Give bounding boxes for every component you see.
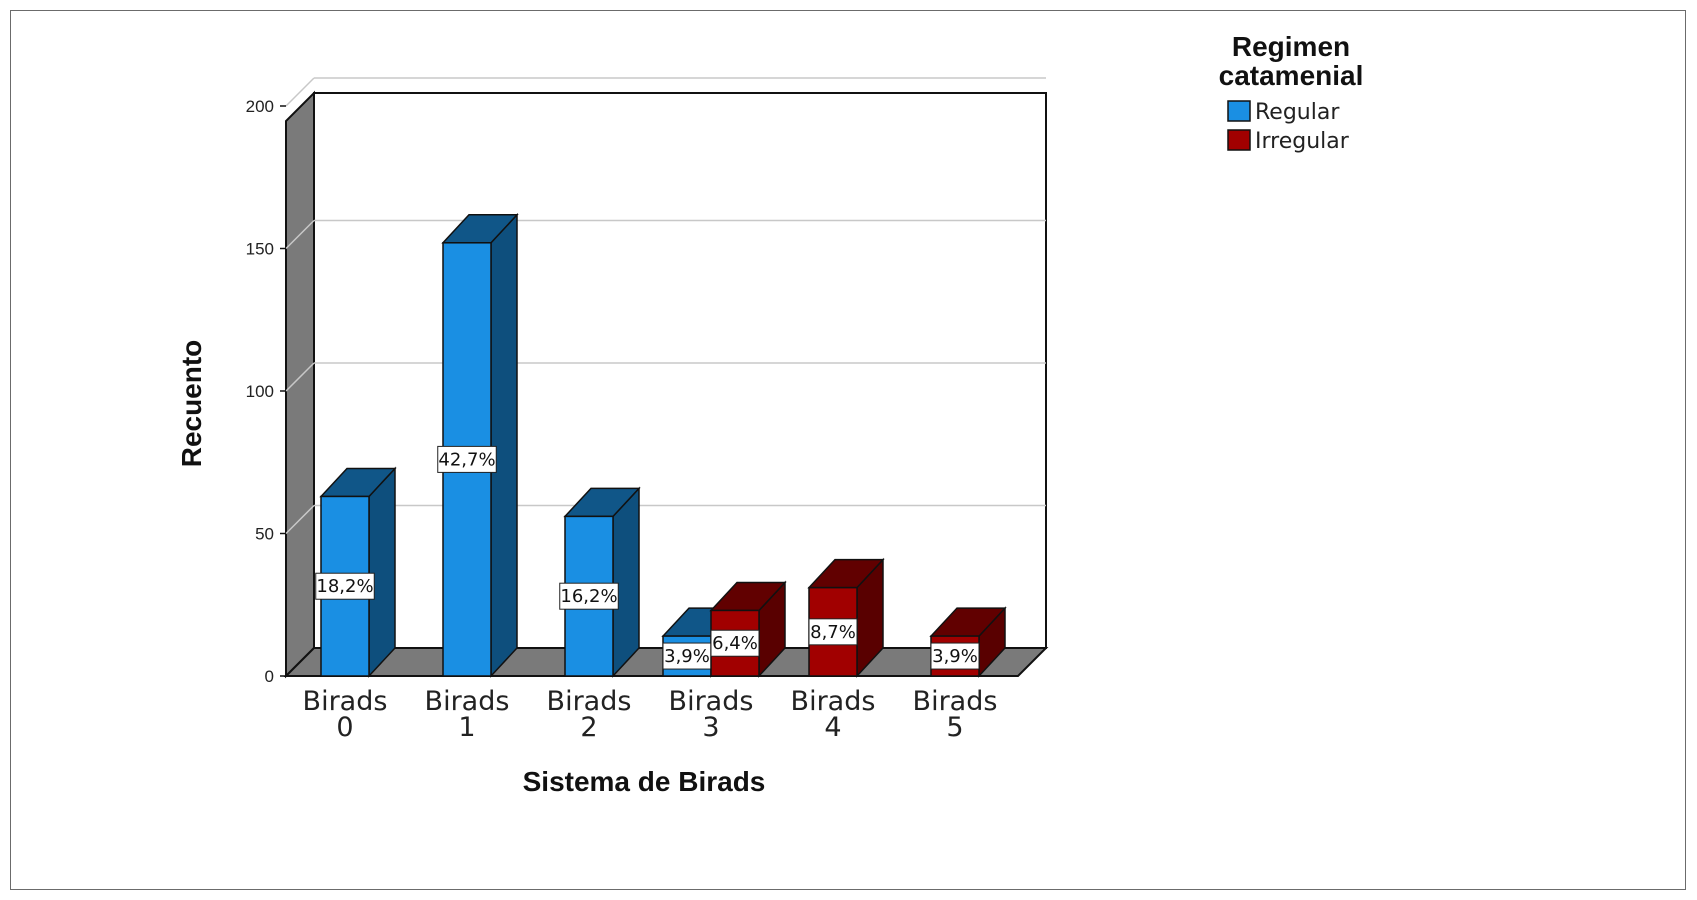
x-axis-title: Sistema de Birads	[523, 766, 766, 797]
axes: 050100150200Birads0Birads1Birads2Birads3…	[176, 97, 997, 797]
data-label: 16,2%	[560, 586, 617, 607]
legend-label-regular: Regular	[1255, 100, 1340, 125]
data-label-box	[930, 642, 980, 670]
gridline-wall	[285, 219, 315, 250]
gridlines	[285, 77, 1046, 535]
x-tick-label: Birads	[913, 686, 998, 717]
x-tick-label: 0	[336, 712, 353, 743]
y-tick-label: 50	[255, 525, 274, 544]
bar-side-regular	[490, 212, 518, 678]
data-label-box	[559, 582, 619, 610]
legend-title: Regimen	[1232, 31, 1350, 62]
data-label-box	[710, 629, 760, 657]
legend-swatch-irregular	[1227, 129, 1251, 151]
legend-swatch-regular	[1227, 100, 1251, 122]
y-tick-label: 100	[246, 382, 274, 401]
data-label-box	[315, 572, 375, 600]
data-label-box	[808, 618, 858, 646]
x-tick-label: Birads	[669, 686, 754, 717]
x-tick-label: Birads	[791, 686, 876, 717]
data-label: 8,7%	[810, 622, 856, 643]
y-tick-label: 150	[246, 240, 274, 259]
x-tick-label: 2	[580, 712, 597, 743]
bar-side-regular	[368, 466, 396, 678]
x-tick-label: 4	[824, 712, 841, 743]
data-label: 18,2%	[316, 576, 373, 597]
gridline-wall	[285, 77, 315, 107]
x-tick-label: 3	[702, 712, 719, 743]
gridline-wall	[285, 504, 315, 535]
x-tick-label: Birads	[547, 686, 632, 717]
y-tick-label: 0	[265, 667, 274, 686]
gridline-wall	[285, 362, 315, 392]
data-label: 3,9%	[932, 646, 978, 667]
data-label: 42,7%	[438, 449, 495, 470]
x-tick-label: Birads	[425, 686, 510, 717]
data-label: 6,4%	[712, 633, 758, 654]
back-wall	[313, 92, 1047, 649]
data-label: 3,9%	[664, 646, 710, 667]
x-tick-label: Birads	[303, 686, 388, 717]
bar-side-regular	[612, 486, 640, 678]
y-tick-label: 200	[246, 97, 274, 116]
chart-frame: 18,2% 42,7% 16,2% 3,9% 6,4% 8,7% 3,9% 0 50 100 15…	[10, 10, 1686, 890]
y-axis-title: Recuento	[176, 340, 207, 468]
bars: 18,2%42,7%16,2%3,9%6,4%8,7%3,9%	[315, 212, 1007, 678]
chart-walls	[283, 90, 1049, 679]
data-label-box	[437, 445, 497, 473]
legend-title: catamenial	[1219, 60, 1364, 91]
data-label-box	[662, 642, 712, 670]
bar-chart: 18,2%42,7%16,2%3,9%6,4%8,7%3,9% 05010015…	[176, 31, 1364, 797]
left-wall	[285, 90, 315, 679]
legend-label-irregular: Irregular	[1255, 129, 1350, 154]
x-tick-label: 1	[458, 712, 475, 743]
x-tick-label: 5	[946, 712, 963, 743]
